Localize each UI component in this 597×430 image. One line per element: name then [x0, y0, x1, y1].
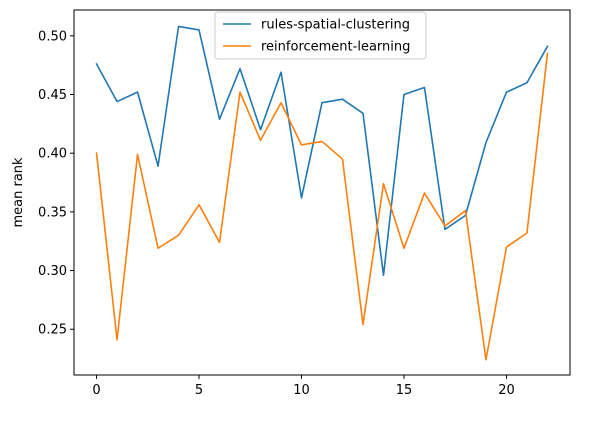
y-tick-label: 0.40 — [38, 147, 67, 162]
axes-frame — [73, 9, 571, 376]
y-tick-label: 0.45 — [38, 88, 67, 103]
y-tick-label: 0.25 — [38, 323, 67, 338]
y-tick-label: 0.30 — [38, 264, 67, 279]
y-axis-label: mean rank — [11, 157, 26, 228]
y-tick-label: 0.50 — [38, 29, 67, 44]
plot-background — [74, 10, 570, 375]
series-layer — [95, 25, 549, 361]
legend-box — [214, 11, 427, 60]
plot-area — [74, 10, 570, 375]
x-axis: 0 5 10 15 20 — [92, 375, 515, 398]
y-axis: 0.25 0.30 0.35 0.40 0.45 0.50 — [38, 29, 74, 338]
legend-label-reinforcement-learning: reinforcement-learning — [261, 40, 410, 55]
x-tick-label: 15 — [396, 383, 413, 398]
x-tick-label: 5 — [195, 383, 203, 398]
series-line-reinforcement-learning — [95, 52, 549, 361]
x-tick-label: 0 — [92, 383, 100, 398]
x-tick-label: 10 — [293, 383, 310, 398]
y-tick-label: 0.35 — [38, 205, 67, 220]
series-line-rules-spatial-clustering — [95, 25, 549, 277]
legend: rules-spatial-clustering reinforcement-le… — [214, 11, 427, 60]
x-tick-label: 20 — [498, 383, 515, 398]
legend-label-rules-spatial-clustering: rules-spatial-clustering — [261, 18, 410, 33]
